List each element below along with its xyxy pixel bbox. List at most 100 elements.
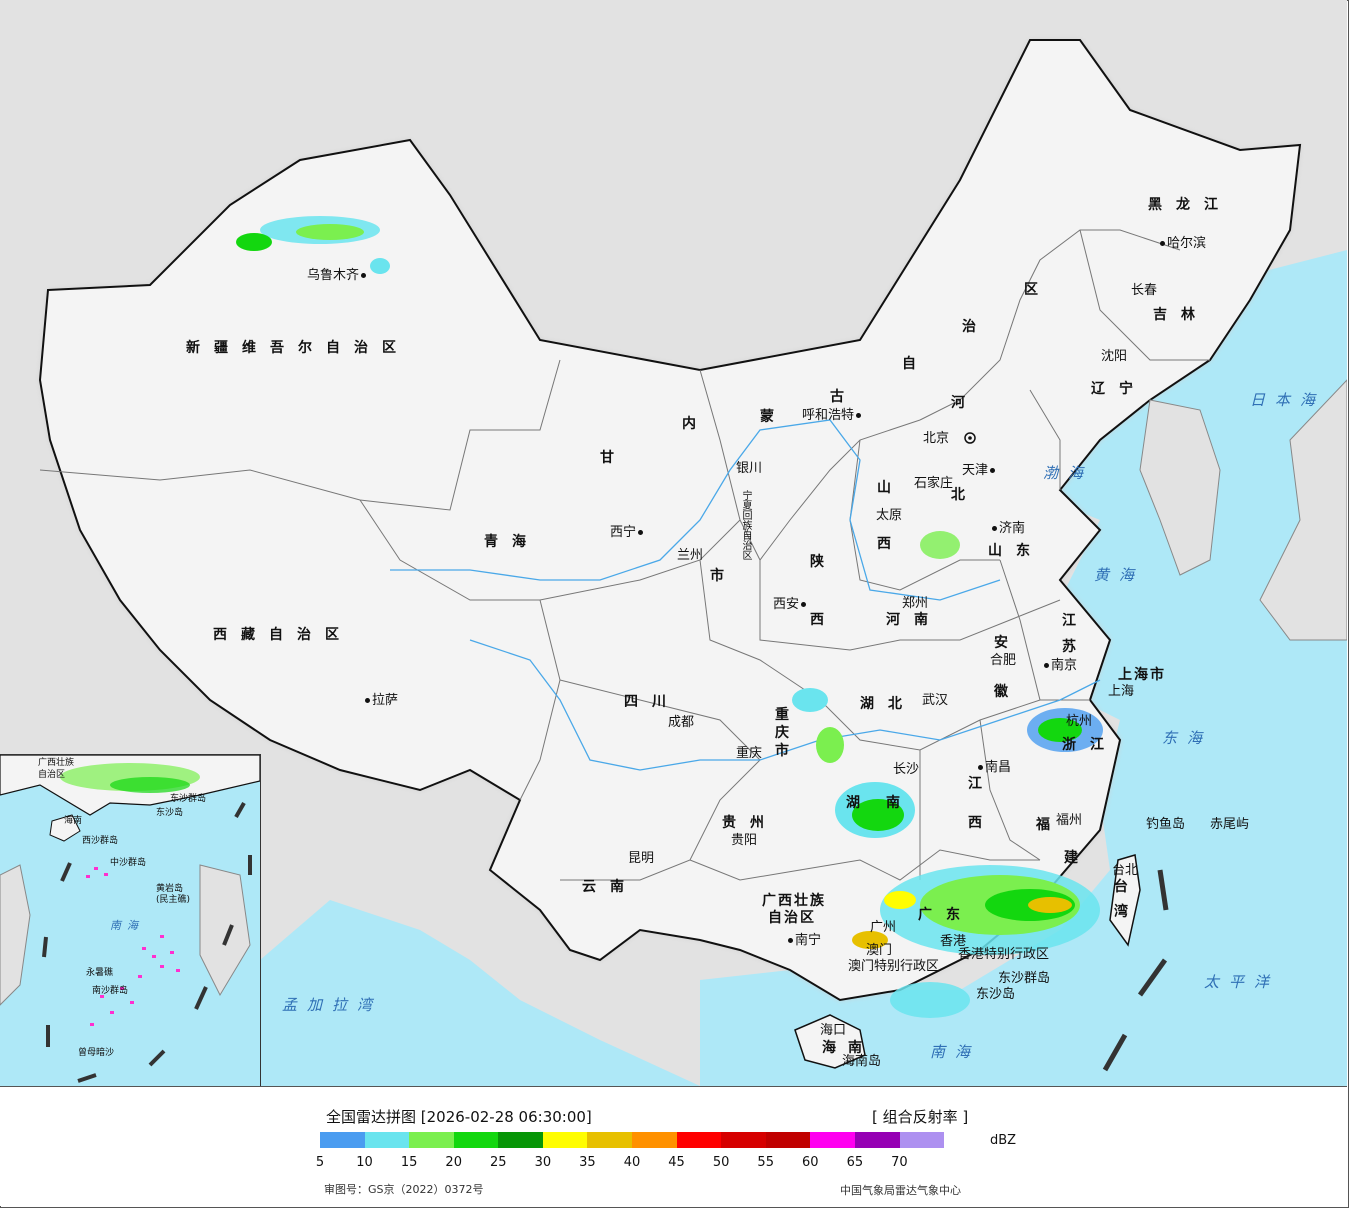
inset-canvas: [0, 755, 260, 1083]
region-label: 陕: [810, 554, 838, 570]
city-label: 太原: [876, 508, 903, 523]
city-label: 北京: [923, 431, 950, 446]
region-label: 四川: [624, 694, 680, 710]
scale-tick-label: 25: [490, 1155, 507, 1170]
region-label: 西: [968, 815, 996, 831]
inset-label: 永暑礁: [86, 968, 114, 978]
inset-label: 自治区: [38, 770, 66, 780]
region-label: 甘: [600, 450, 628, 466]
region-label: 广东: [918, 907, 974, 923]
region-label: 西: [810, 612, 838, 628]
inset-label: 广西壮族: [38, 758, 75, 768]
city-label: 成都: [668, 715, 695, 730]
region-label: 苏: [1062, 639, 1090, 655]
region-label: 西: [877, 536, 905, 552]
city-label: 东沙岛: [976, 987, 1016, 1002]
inset-label: 东沙群岛: [170, 794, 207, 804]
scale-swatch: [899, 1132, 945, 1148]
city-label: 石家庄: [914, 476, 954, 491]
scale-swatch: [632, 1132, 677, 1148]
scale-swatch: [498, 1132, 543, 1148]
sea-label: 太平洋: [1204, 973, 1280, 991]
region-label: 山: [877, 480, 905, 496]
sea-label: 孟加拉湾: [282, 996, 383, 1014]
product-type: [ 组合反射率 ]: [872, 1108, 969, 1126]
sea-label: 东海: [1162, 729, 1213, 747]
inset-label: (民主礁): [156, 895, 191, 905]
region-label: 上海市: [1118, 667, 1166, 683]
city-label: 南宁: [786, 934, 821, 947]
region-label: 湖北: [860, 696, 916, 712]
scale-unit: dBZ: [990, 1133, 1017, 1148]
region-label: 台: [1114, 879, 1142, 895]
china-outline: [38, 39, 1302, 1002]
boundary-dashes: [1102, 869, 1169, 1072]
inset-sea-label: 南海: [110, 919, 144, 932]
city-label: 南昌: [976, 761, 1011, 774]
south-china-sea-inset[interactable]: 广西壮族 自治区 海南 西沙群岛 东沙群岛 东沙岛 中沙群岛 黄岩岛 (民主礁) 永暑礁 南沙群岛曾…: [0, 754, 261, 1086]
scale-swatch: [587, 1132, 633, 1148]
city-label: 济南: [990, 522, 1025, 535]
region-label: 市: [775, 743, 803, 759]
region-label: 广西壮族: [762, 893, 826, 909]
city-label: 海口: [820, 1023, 847, 1038]
region-label: 江: [968, 776, 996, 792]
region-label: 湖: [846, 795, 874, 811]
region-label: 新疆维吾尔自治区: [186, 340, 410, 356]
region-label: 市: [710, 568, 738, 584]
city-label: 长沙: [893, 762, 920, 777]
region-label: 海南: [822, 1040, 874, 1056]
scale-tick-label: 50: [712, 1155, 730, 1170]
scale-tick-label: 65: [846, 1155, 864, 1170]
city-label: 香港特别行政区: [958, 947, 1050, 962]
city-label: 海南岛: [842, 1054, 882, 1069]
inset-label: 曾母暗沙: [78, 1048, 115, 1058]
korea-peninsula: [1139, 399, 1221, 576]
city-label: 拉萨: [363, 694, 398, 707]
scale-swatch: [810, 1132, 855, 1148]
mosaic-title: 全国雷达拼图 [2026-02-28 06:30:00]: [326, 1108, 592, 1126]
city-label: 南京: [1042, 659, 1077, 672]
city-label: 广州: [870, 920, 897, 935]
region-label: 黑龙江: [1148, 197, 1232, 213]
city-label: 东沙群岛: [998, 971, 1051, 986]
hainan-island: [794, 1014, 866, 1069]
city-label: 天津: [962, 464, 997, 477]
city-label: 香港: [940, 934, 967, 949]
region-label: 吉林: [1153, 307, 1209, 323]
scale-tick-label: 5: [315, 1155, 325, 1170]
city-label: 澳门: [866, 943, 893, 958]
region-label: 山东: [988, 543, 1044, 559]
region-label: 治: [962, 319, 990, 335]
region-label: 河: [951, 395, 979, 411]
scale-swatch: [453, 1132, 499, 1148]
region-label: 庆: [775, 725, 803, 741]
region-label: 自治区: [768, 910, 816, 926]
city-label: 昆明: [628, 851, 655, 866]
scale-tick-label: 20: [445, 1155, 462, 1170]
scale-swatch: [854, 1132, 900, 1148]
agency-credit: 中国气象局雷达气象中心: [840, 1184, 961, 1197]
rivers: [390, 419, 1101, 771]
scale-tick-label: 15: [400, 1155, 418, 1170]
city-label: 西宁: [610, 526, 645, 539]
scale-tick-label: 60: [802, 1155, 819, 1170]
ocean-area: [260, 900, 700, 1086]
scale-swatch: [409, 1132, 454, 1148]
city-label: 贵阳: [731, 833, 758, 848]
scale-tick-label: 35: [579, 1155, 596, 1170]
capital-marker: [964, 432, 976, 444]
region-label: 古: [830, 389, 858, 405]
region-label: 福: [1036, 817, 1064, 833]
city-label: 兰州: [677, 548, 704, 563]
scale-tick-label: 55: [757, 1155, 774, 1170]
city-label: 宁夏回族自治区: [740, 490, 751, 560]
scale-tick-label: 45: [668, 1155, 685, 1170]
scale-tick-label: 70: [891, 1155, 908, 1170]
radar-echoes: [236, 216, 1103, 1018]
scale-swatch: [320, 1132, 365, 1148]
city-label: 重庆: [736, 746, 763, 761]
city-label: 郑州: [902, 596, 929, 611]
radar-map[interactable]: 黑龙江 吉林 辽宁区治自古蒙内河北山西山东 新疆维吾尔自治区甘青海市陕西河南江苏安徽西…: [0, 0, 1347, 1087]
scale-swatch: [364, 1132, 410, 1148]
